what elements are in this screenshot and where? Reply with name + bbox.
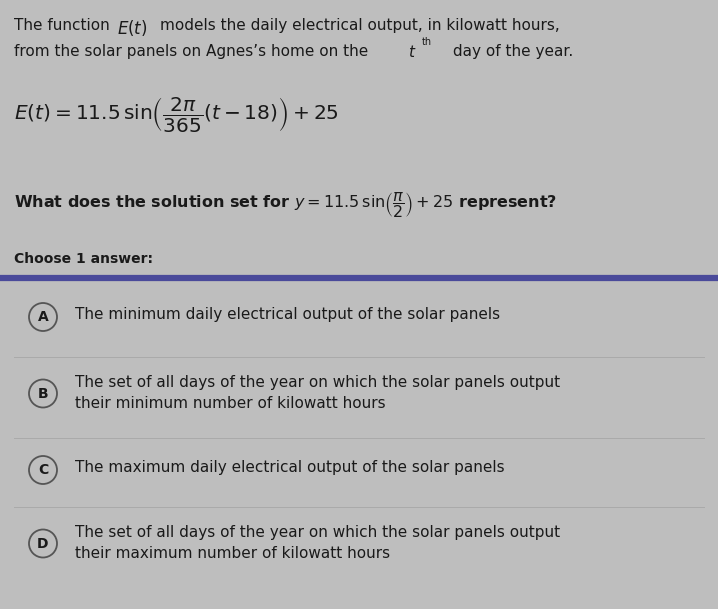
Text: day of the year.: day of the year. <box>448 44 573 59</box>
Text: $\mathbf{\mathit{E}}$$\mathbf{\mathit{(t)}}$: $\mathbf{\mathit{E}}$$\mathbf{\mathit{(t… <box>117 18 148 38</box>
Circle shape <box>29 456 57 484</box>
Text: D: D <box>37 537 49 551</box>
Circle shape <box>29 529 57 557</box>
Text: C: C <box>38 463 48 477</box>
Text: The set of all days of the year on which the solar panels output
their minimum n: The set of all days of the year on which… <box>75 375 560 410</box>
Circle shape <box>29 379 57 407</box>
Text: th: th <box>422 37 432 47</box>
Circle shape <box>29 303 57 331</box>
Text: The minimum daily electrical output of the solar panels: The minimum daily electrical output of t… <box>75 307 500 322</box>
Text: $E(t) = 11.5\,\sin\!\left(\dfrac{2\pi}{365}(t-18)\right)+25$: $E(t) = 11.5\,\sin\!\left(\dfrac{2\pi}{3… <box>14 95 339 134</box>
Text: Choose 1 answer:: Choose 1 answer: <box>14 252 153 266</box>
Text: A: A <box>37 310 48 324</box>
Text: from the solar panels on Agnes’s home on the: from the solar panels on Agnes’s home on… <box>14 44 373 59</box>
Text: B: B <box>37 387 48 401</box>
Text: The maximum daily electrical output of the solar panels: The maximum daily electrical output of t… <box>75 460 505 475</box>
Text: $\mathit{t}$: $\mathit{t}$ <box>408 44 416 60</box>
Text: The set of all days of the year on which the solar panels output
their maximum n: The set of all days of the year on which… <box>75 524 560 561</box>
Text: models the daily electrical output, in kilowatt hours,: models the daily electrical output, in k… <box>160 18 560 33</box>
Text: The function: The function <box>14 18 115 33</box>
Text: What does the solution set for $y = 11.5\,\sin\!\left(\dfrac{\pi}{2}\right)+25$ : What does the solution set for $y = 11.5… <box>14 190 557 220</box>
